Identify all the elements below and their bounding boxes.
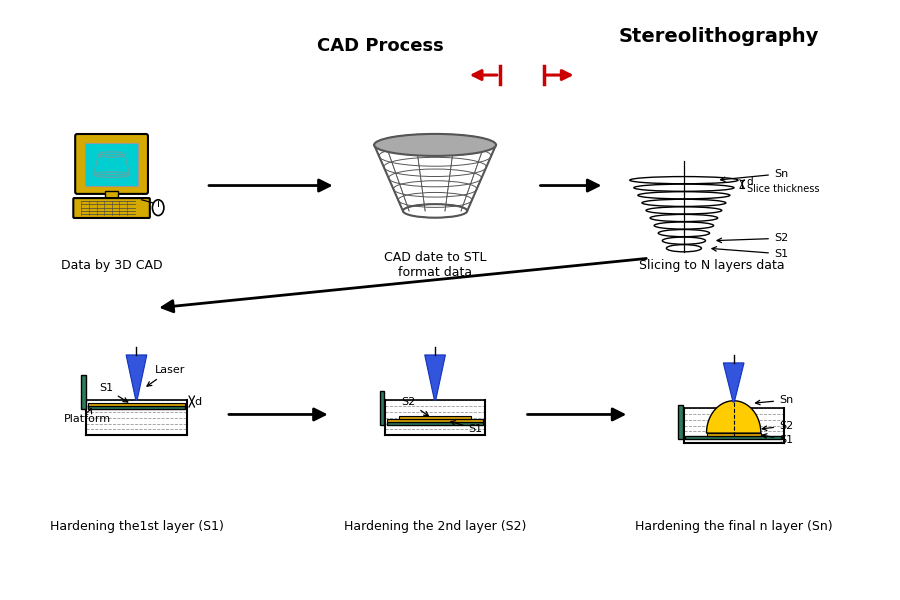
Bar [86, 143, 138, 186]
Text: Sn: Sn [721, 169, 788, 182]
Text: Slicing to N layers data: Slicing to N layers data [639, 259, 785, 272]
Bar [380, 391, 384, 425]
Text: S1: S1 [99, 383, 128, 402]
FancyBboxPatch shape [73, 198, 149, 218]
Text: S1: S1 [762, 434, 793, 445]
Polygon shape [126, 355, 147, 400]
Text: Hardening the 2nd layer (S2): Hardening the 2nd layer (S2) [344, 520, 526, 533]
Text: Data by 3D CAD: Data by 3D CAD [61, 259, 162, 272]
Text: Platform: Platform [64, 409, 111, 424]
Bar [679, 404, 683, 439]
Text: S2: S2 [401, 397, 428, 416]
Bar [88, 403, 184, 406]
Bar [88, 406, 184, 409]
Bar [387, 422, 483, 425]
Text: Laser: Laser [147, 365, 184, 386]
Bar [399, 416, 472, 419]
Text: Stereolithography: Stereolithography [618, 27, 819, 46]
Bar [81, 374, 86, 409]
Text: Hardening the1st layer (S1): Hardening the1st layer (S1) [50, 520, 223, 533]
FancyBboxPatch shape [76, 134, 148, 194]
Text: d: d [194, 397, 202, 407]
Text: d: d [747, 176, 753, 187]
Polygon shape [425, 355, 446, 400]
Text: Sn: Sn [755, 395, 793, 405]
Ellipse shape [152, 200, 164, 215]
Text: S1: S1 [451, 421, 482, 434]
Bar [105, 191, 118, 200]
Bar [387, 419, 483, 422]
Text: S2: S2 [762, 421, 793, 431]
Ellipse shape [374, 134, 496, 156]
Text: CAD date to STL
format data: CAD date to STL format data [383, 251, 486, 279]
Text: CAD Process: CAD Process [317, 37, 444, 55]
Polygon shape [724, 363, 744, 402]
Text: S2: S2 [717, 233, 788, 243]
Bar [686, 436, 782, 439]
Bar [706, 433, 760, 436]
Text: S1: S1 [712, 247, 788, 259]
Text: Hardening the final n layer (Sn): Hardening the final n layer (Sn) [634, 520, 833, 533]
Text: Slice thickness: Slice thickness [747, 184, 819, 194]
Polygon shape [706, 401, 760, 433]
